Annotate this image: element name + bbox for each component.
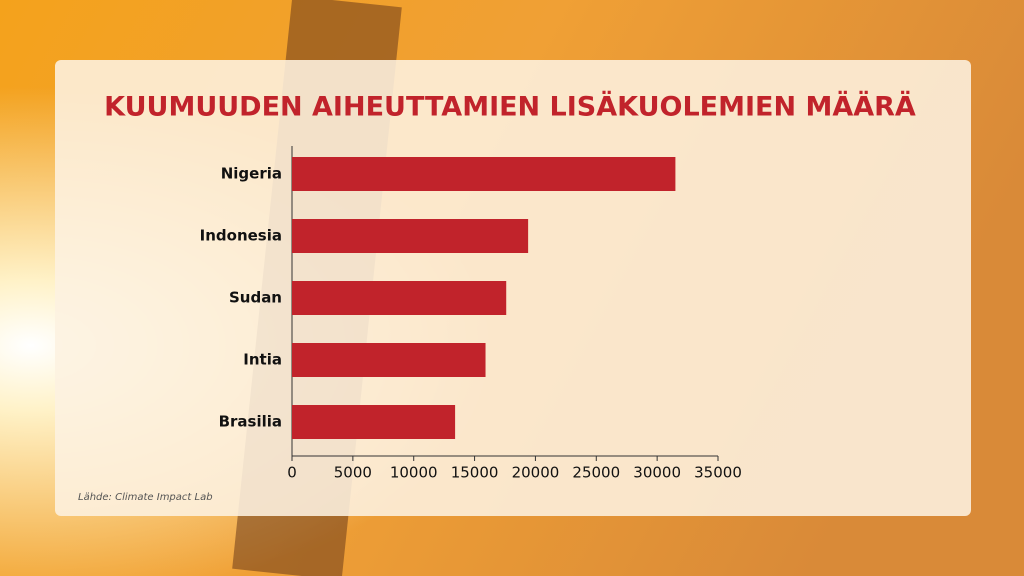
y-tick-label: Indonesia (200, 227, 282, 245)
y-tick-label: Intia (243, 351, 282, 369)
source: Lähde: Climate Impact Lab (78, 492, 213, 503)
bar (292, 157, 676, 191)
x-tick-label: 35000 (694, 464, 742, 482)
x-tick-label: 20000 (512, 464, 560, 482)
y-tick-label: Sudan (229, 289, 282, 307)
bar (292, 281, 507, 315)
chart-title: KUUMUUDEN AIHEUTTAMIEN LISÄKUOLEMIEN MÄÄ… (104, 91, 916, 123)
panel (55, 60, 971, 516)
x-tick-label: 15000 (451, 464, 499, 482)
bar (292, 405, 456, 439)
bar (292, 343, 486, 377)
x-tick-label: 5000 (334, 464, 372, 482)
x-tick-label: 30000 (633, 464, 681, 482)
y-tick-label: Nigeria (221, 165, 282, 183)
x-tick-label: 10000 (390, 464, 438, 482)
x-tick-label: 25000 (572, 464, 620, 482)
y-tick-label: Brasilia (219, 413, 282, 431)
bar (292, 219, 529, 253)
x-tick-label: 0 (287, 464, 297, 482)
